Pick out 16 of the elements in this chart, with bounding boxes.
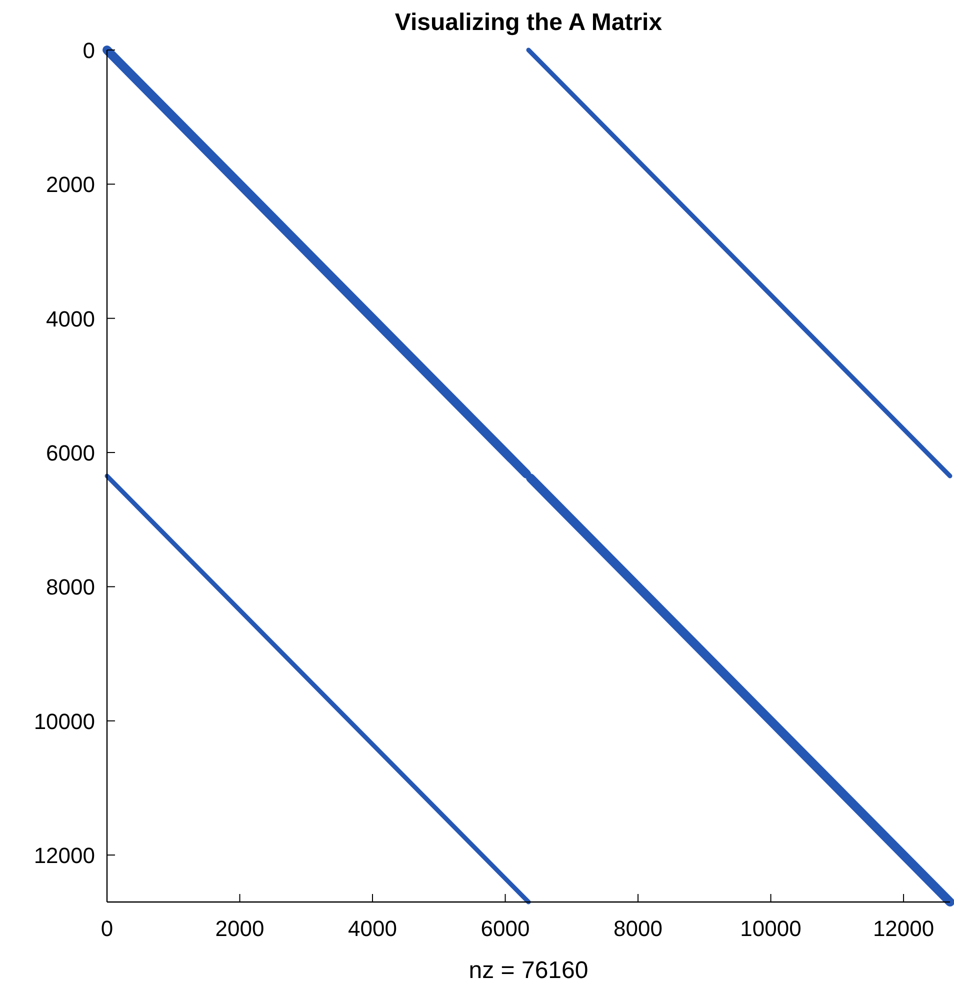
x-tick-label: 4000 bbox=[348, 916, 397, 941]
y-tick-label: 8000 bbox=[46, 574, 95, 600]
x-tick-label: 2000 bbox=[215, 916, 264, 941]
y-tick-label: 4000 bbox=[46, 306, 95, 332]
x-tick-label: 0 bbox=[100, 916, 114, 941]
y-tick-label: 0 bbox=[82, 38, 95, 63]
x-axis-title: nz = 76160 bbox=[468, 957, 588, 984]
x-tick-label: 8000 bbox=[614, 916, 662, 941]
chart-title: Visualizing the A Matrix bbox=[394, 9, 663, 36]
x-tick-label: 6000 bbox=[480, 916, 530, 941]
y-tick-label: 2000 bbox=[46, 172, 95, 198]
y-tick-label: 12000 bbox=[34, 843, 95, 868]
y-tick-label: 6000 bbox=[46, 440, 95, 466]
x-tick-label: 12000 bbox=[872, 916, 934, 941]
x-tick-label: 10000 bbox=[740, 916, 802, 941]
y-tick-label: 10000 bbox=[34, 708, 95, 734]
